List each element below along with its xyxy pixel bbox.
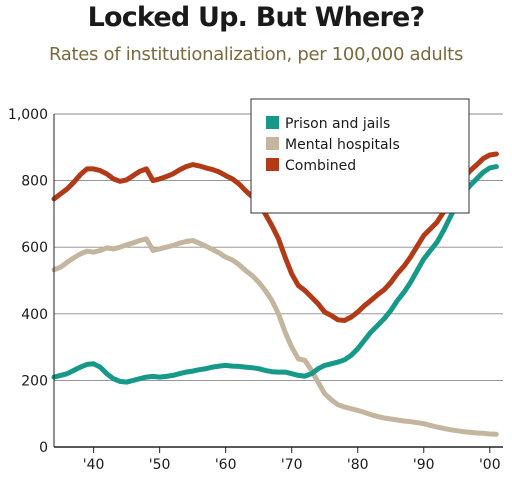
legend-label: Combined (285, 158, 356, 174)
y-tick-label: 600 (21, 240, 48, 256)
x-tick-label: '80 (347, 457, 369, 473)
legend-box (250, 98, 470, 214)
legend-label: Mental hospitals (285, 137, 400, 153)
series-line-combined (51, 151, 499, 323)
chart-subtitle: Rates of institutionalization, per 100,0… (48, 44, 464, 65)
series-line-prison-and-jails (51, 164, 499, 385)
y-tick-label: 1,000 (8, 107, 48, 123)
y-tick-label: 800 (21, 174, 48, 190)
chart-title: Locked Up. But Where? (87, 2, 426, 33)
legend-swatch (266, 158, 279, 171)
y-tick-label: 400 (21, 307, 48, 323)
x-tick-label: '40 (83, 457, 105, 473)
axes: 0 200 400 600 800 1,000 '40 '50 '60 '70 '80 '90 '00 (8, 107, 501, 473)
x-tick-label: '50 (149, 457, 171, 473)
legend-swatch (266, 116, 279, 129)
x-tick-label: '00 (479, 457, 501, 473)
legend: Prison and jails Mental hospitals Combined (250, 98, 470, 214)
x-tick-label: '70 (281, 457, 303, 473)
y-tick-label: 0 (39, 440, 48, 456)
legend-swatch (266, 137, 279, 150)
x-tick-label: '90 (413, 457, 435, 473)
legend-label: Prison and jails (285, 116, 390, 132)
series-lines (51, 151, 499, 437)
series-line-mental-hospitals (51, 236, 499, 437)
y-tick-label: 200 (21, 373, 48, 389)
x-tick-label: '60 (215, 457, 237, 473)
